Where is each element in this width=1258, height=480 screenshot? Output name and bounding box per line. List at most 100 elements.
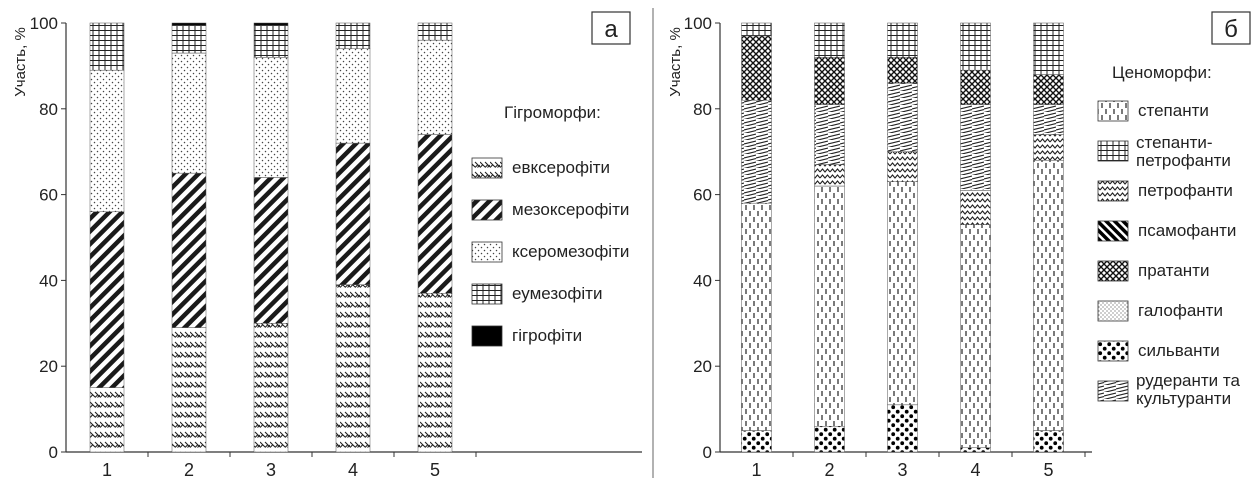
bar-segment [417,39,453,135]
bar-segment [171,52,207,174]
bar-segment [89,22,125,71]
panel-label: а [604,16,618,43]
bar-segment [417,293,453,453]
y-tick-label: 60 [39,186,58,205]
x-tick-label: 5 [1043,460,1053,480]
bar-segment [814,426,845,453]
bar-segment [887,82,918,152]
legend-label: рудеранти та культуранти [1136,371,1240,408]
bar-segment [1033,104,1064,135]
y-tick-label: 0 [49,443,58,462]
x-tick-label: 2 [184,460,194,480]
bar-segment [1033,74,1064,105]
bar-segment [171,22,207,26]
x-tick-label: 3 [897,460,907,480]
bar-segment [253,57,289,178]
legend-swatch [1097,300,1129,322]
y-tick-label: 20 [693,357,712,376]
bar-segment [253,24,289,58]
legend: Ценоморфи: степанти степанти-петрофанти пет… [1097,63,1240,408]
bar-segment [171,327,207,453]
bar-segment [960,224,991,448]
bar-segment [253,177,289,324]
legend-label: мезоксерофіти [512,200,629,219]
bar-segment [960,69,991,105]
bar-segment [887,181,918,406]
x-tick-label: 4 [970,460,980,480]
legend-label: сильванти [1138,341,1220,360]
y-tick-label: 80 [39,100,58,119]
bar-segment [1033,22,1064,75]
bar-segment [171,24,207,54]
legend-label: степанти [1138,101,1209,120]
bar-segment [960,104,991,191]
legend-label: гігрофіти [512,326,582,345]
bar-segment [887,22,918,58]
bar-segment [171,172,207,328]
legend-label: пратанти [1138,261,1209,280]
x-tick-label: 1 [102,460,112,480]
legend-label: еумезофіти [512,284,602,303]
legend-swatch [471,325,503,347]
legend-label: галофанти [1138,301,1223,320]
bar-segment [814,104,845,165]
bar-segment [335,48,371,144]
bar-segment [814,185,845,427]
bar-segment [814,57,845,105]
legend-swatch [1097,220,1129,242]
legend-swatch [1097,340,1129,362]
bar-segment [253,323,289,453]
legend-label: ксеромезофіти [512,242,629,261]
legend-swatch [471,199,503,221]
bar-segment [741,35,772,101]
y-tick-label: 0 [703,443,712,462]
bar-segment [417,134,453,294]
y-axis-label: Участь, % [12,27,29,97]
bar-segment [335,284,371,453]
legend-label: степанти-петрофанти [1136,133,1231,170]
y-tick-label: 80 [693,100,712,119]
bar-segment [1033,160,1064,431]
bar-segment [741,202,772,431]
y-tick-label: 100 [30,14,58,33]
y-tick-label: 20 [39,357,58,376]
bar-segment [335,22,371,49]
x-tick-label: 2 [824,460,834,480]
x-tick-label: 5 [430,460,440,480]
bar-segment [741,22,772,37]
legend-swatch [1097,380,1129,402]
y-tick-label: 40 [693,271,712,290]
legend-swatch [1097,100,1129,122]
legend-swatch [471,157,503,179]
y-axis-label: Участь, % [667,27,684,97]
bar-segment [960,447,991,453]
legend-swatch [1097,140,1129,162]
panel-label: б [1224,16,1238,43]
legend-label: петрофанти [1138,181,1233,200]
bar-segment [741,99,772,204]
x-tick-label: 3 [266,460,276,480]
bar-segment [89,387,125,453]
x-tick-label: 1 [751,460,761,480]
legend-swatch [471,241,503,263]
bar-segment [960,22,991,71]
bar-segment [89,69,125,213]
bar-segment [417,22,453,41]
bar-segment [960,190,991,225]
panel-label-box [1211,11,1251,45]
legend-title: Ценоморфи: [1112,63,1212,82]
y-tick-label: 40 [39,271,58,290]
bar-segment [89,211,125,388]
bar-segment [335,142,371,285]
legend-label: псамофанти [1138,221,1236,240]
y-tick-label: 100 [684,14,712,33]
bar-segment [253,22,289,26]
bar-segment [741,430,772,453]
bar-segment [814,164,845,187]
legend-swatch [471,283,503,305]
bar-segment [814,22,845,58]
bar-segment [1033,134,1064,161]
legend-swatch [1097,180,1129,202]
